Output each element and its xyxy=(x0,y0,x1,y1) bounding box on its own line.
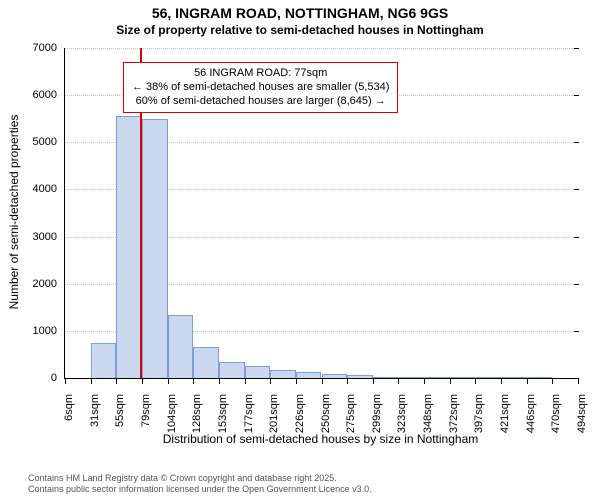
histogram-bar xyxy=(91,343,117,378)
x-tick-mark xyxy=(219,379,220,384)
x-tick-mark xyxy=(142,379,143,384)
histogram-bar xyxy=(527,377,553,378)
grid-line xyxy=(65,48,578,49)
y-tick-mark xyxy=(574,284,579,285)
callout-line: 56 INGRAM ROAD: 77sqm xyxy=(132,67,389,81)
callout-line: 60% of semi-detached houses are larger (… xyxy=(132,95,389,109)
x-tick-mark xyxy=(193,379,194,384)
x-tick-label: 494sqm xyxy=(576,394,588,444)
x-tick-mark xyxy=(578,379,579,384)
x-tick-mark xyxy=(450,379,451,384)
y-tick-label: 0 xyxy=(51,372,65,384)
footer-line: Contains HM Land Registry data © Crown c… xyxy=(28,473,372,485)
x-tick-mark xyxy=(296,379,297,384)
callout-box: 56 INGRAM ROAD: 77sqm← 38% of semi-detac… xyxy=(123,62,398,113)
histogram-bar xyxy=(501,377,527,378)
y-tick-mark xyxy=(574,189,579,190)
y-tick-label: 7000 xyxy=(33,42,65,54)
x-tick-mark xyxy=(501,379,502,384)
y-tick-label: 3000 xyxy=(33,231,65,243)
y-axis-label: Number of semi-detached properties xyxy=(7,47,21,377)
x-tick-mark xyxy=(168,379,169,384)
histogram-bar xyxy=(347,375,373,378)
histogram-bar xyxy=(424,377,450,378)
histogram-bar xyxy=(398,377,424,378)
histogram-bar xyxy=(475,377,501,378)
x-tick-mark xyxy=(398,379,399,384)
footer-line: Contains public sector information licen… xyxy=(28,484,372,496)
histogram-bar xyxy=(245,366,271,378)
y-tick-mark xyxy=(574,331,579,332)
x-tick-mark xyxy=(322,379,323,384)
histogram-bar xyxy=(450,377,476,378)
y-tick-label: 2000 xyxy=(33,278,65,290)
callout-line: ← 38% of semi-detached houses are smalle… xyxy=(132,81,389,95)
histogram-bar xyxy=(142,119,168,378)
histogram-bar xyxy=(193,347,219,378)
y-tick-mark xyxy=(574,48,579,49)
histogram-bar xyxy=(168,315,194,378)
histogram-bar xyxy=(219,362,245,378)
y-tick-label: 5000 xyxy=(33,136,65,148)
x-tick-mark xyxy=(424,379,425,384)
x-tick-mark xyxy=(373,379,374,384)
y-tick-mark xyxy=(574,95,579,96)
x-axis-label: Distribution of semi-detached houses by … xyxy=(64,432,577,446)
histogram-bar xyxy=(270,370,296,378)
y-tick-label: 4000 xyxy=(33,183,65,195)
histogram-bar xyxy=(373,377,399,378)
y-tick-label: 1000 xyxy=(33,325,65,337)
x-tick-mark xyxy=(270,379,271,384)
x-tick-mark xyxy=(552,379,553,384)
y-tick-mark xyxy=(574,237,579,238)
x-tick-mark xyxy=(116,379,117,384)
y-tick-label: 6000 xyxy=(33,89,65,101)
histogram-bar xyxy=(296,372,322,378)
chart-subtitle: Size of property relative to semi-detach… xyxy=(0,23,600,37)
x-tick-mark xyxy=(347,379,348,384)
plot-area: 56 INGRAM ROAD: 77sqm← 38% of semi-detac… xyxy=(64,48,578,379)
footer-attribution: Contains HM Land Registry data © Crown c… xyxy=(28,473,372,496)
chart-title: 56, INGRAM ROAD, NOTTINGHAM, NG6 9GS xyxy=(0,5,600,21)
chart-container: 56, INGRAM ROAD, NOTTINGHAM, NG6 9GS Siz… xyxy=(0,0,600,500)
x-tick-mark xyxy=(527,379,528,384)
y-tick-mark xyxy=(574,142,579,143)
histogram-bar xyxy=(322,374,348,378)
histogram-bar xyxy=(116,116,142,378)
x-tick-mark xyxy=(91,379,92,384)
x-tick-mark xyxy=(475,379,476,384)
x-tick-mark xyxy=(65,379,66,384)
x-tick-mark xyxy=(245,379,246,384)
